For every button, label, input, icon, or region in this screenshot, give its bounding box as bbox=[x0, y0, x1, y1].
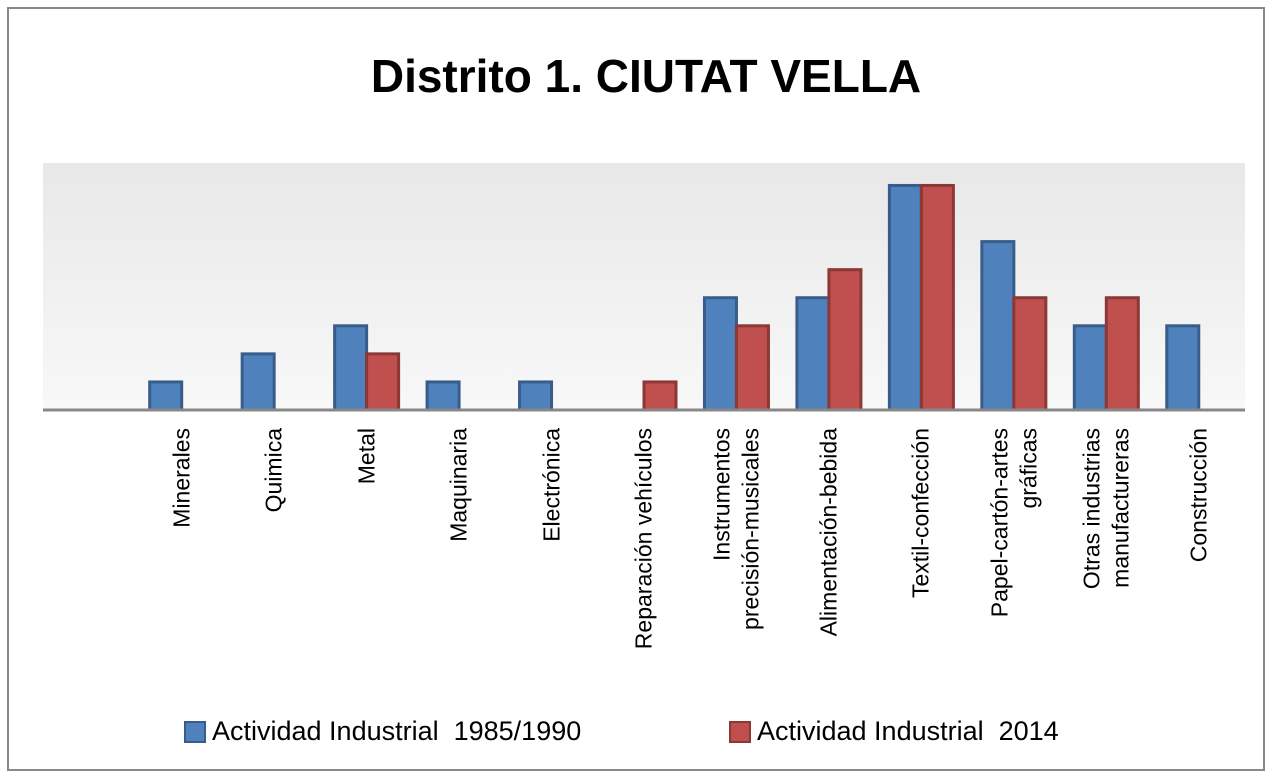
bar bbox=[795, 296, 831, 412]
x-tick-label: Reparación vehículos bbox=[630, 428, 657, 650]
x-tick-label: Papel-cartón-artes gráficas bbox=[986, 428, 1041, 618]
bar bbox=[148, 380, 184, 412]
bar bbox=[1104, 296, 1140, 412]
bar bbox=[702, 296, 738, 412]
x-tick-label: Otras industrias manufactureras bbox=[1078, 428, 1134, 590]
bar bbox=[980, 240, 1016, 412]
legend-swatch bbox=[729, 721, 751, 743]
x-tick-label: Metal bbox=[353, 428, 380, 485]
x-tick-label: Maquinaria bbox=[445, 428, 472, 542]
bar bbox=[642, 380, 678, 412]
x-tick-label: Quimica bbox=[260, 428, 287, 513]
bar bbox=[887, 183, 923, 412]
chart-title: Distrito 1. CIUTAT VELLA bbox=[371, 50, 921, 102]
bar bbox=[1165, 324, 1201, 412]
bar bbox=[734, 324, 770, 412]
x-tick-label: Construcción bbox=[1185, 428, 1212, 563]
bar bbox=[1072, 324, 1108, 412]
plot-area bbox=[43, 163, 1245, 410]
bar bbox=[240, 352, 276, 412]
x-tick-label: Minerales bbox=[168, 428, 195, 528]
x-tick-label: Instrumentos precisión-musicales bbox=[708, 428, 764, 630]
legend-swatch bbox=[184, 721, 206, 743]
x-tick-label: Alimentación-bebida bbox=[815, 428, 842, 637]
bar bbox=[425, 380, 461, 412]
bar bbox=[827, 268, 863, 412]
x-tick-label: Electrónica bbox=[538, 428, 565, 542]
x-tick-label: Textil-confección bbox=[908, 428, 934, 599]
legend-label: Actividad Industrial 1985/1990 bbox=[212, 716, 581, 746]
bar bbox=[1012, 296, 1048, 412]
bar bbox=[333, 324, 369, 412]
legend-label: Actividad Industrial 2014 bbox=[757, 716, 1059, 746]
bar bbox=[518, 380, 554, 412]
bar bbox=[365, 352, 401, 412]
bar bbox=[919, 183, 955, 412]
